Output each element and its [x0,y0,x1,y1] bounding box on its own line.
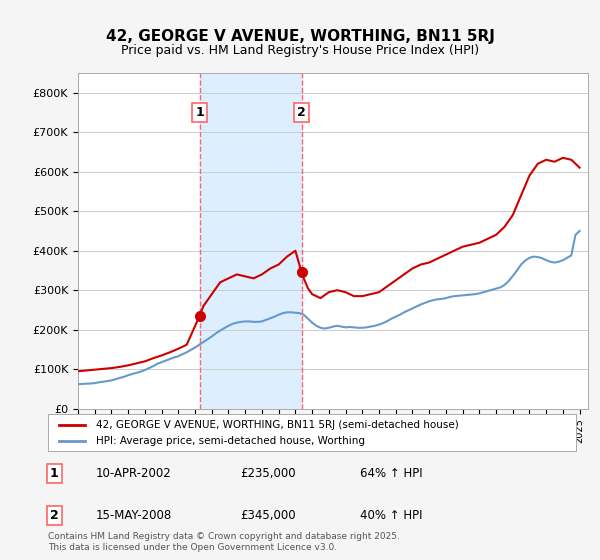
Text: 1: 1 [195,106,204,119]
Text: £235,000: £235,000 [240,466,296,480]
Text: 1: 1 [50,466,58,480]
Text: HPI: Average price, semi-detached house, Worthing: HPI: Average price, semi-detached house,… [95,436,365,446]
Text: 10-APR-2002: 10-APR-2002 [96,466,172,480]
Text: 15-MAY-2008: 15-MAY-2008 [96,508,172,522]
Text: 40% ↑ HPI: 40% ↑ HPI [360,508,422,522]
Text: 2: 2 [297,106,306,119]
Bar [200,73,302,409]
Text: 42, GEORGE V AVENUE, WORTHING, BN11 5RJ (semi-detached house): 42, GEORGE V AVENUE, WORTHING, BN11 5RJ … [95,419,458,430]
Text: Contains HM Land Registry data © Crown copyright and database right 2025.
This d: Contains HM Land Registry data © Crown c… [48,532,400,552]
Text: £345,000: £345,000 [240,508,296,522]
Text: Price paid vs. HM Land Registry's House Price Index (HPI): Price paid vs. HM Land Registry's House … [121,44,479,57]
Text: 64% ↑ HPI: 64% ↑ HPI [360,466,422,480]
Text: 2: 2 [50,508,58,522]
Text: 42, GEORGE V AVENUE, WORTHING, BN11 5RJ: 42, GEORGE V AVENUE, WORTHING, BN11 5RJ [106,29,494,44]
